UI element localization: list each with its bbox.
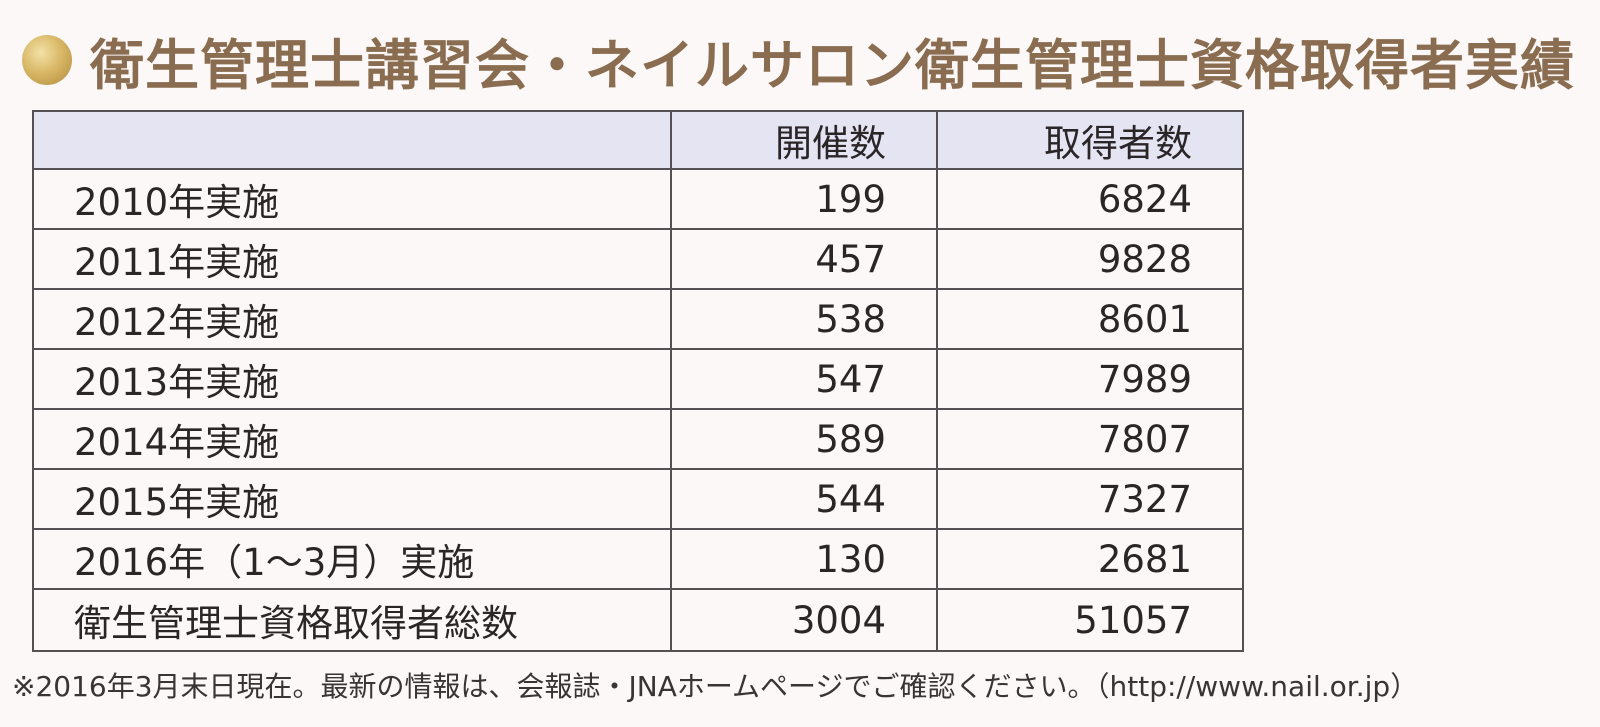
sessions-cell: 589 [670, 408, 938, 470]
total-sessions: 3004 [670, 588, 938, 652]
sessions-cell: 457 [670, 228, 938, 290]
row-label: 2011年実施 [32, 228, 672, 290]
sessions-cell: 538 [670, 288, 938, 350]
holders-cell: 7989 [936, 348, 1244, 410]
table-row: 2016年（1～3月）実施 130 2681 [32, 528, 1244, 590]
gold-circle-icon [22, 35, 72, 85]
holders-cell: 8601 [936, 288, 1244, 350]
row-label: 2012年実施 [32, 288, 672, 350]
table-row: 2013年実施 547 7989 [32, 348, 1244, 410]
row-label: 2013年実施 [32, 348, 672, 410]
holders-cell: 2681 [936, 528, 1244, 590]
total-holders: 51057 [936, 588, 1244, 652]
table-row: 2014年実施 589 7807 [32, 408, 1244, 470]
holders-cell: 9828 [936, 228, 1244, 290]
page-header: 衛生管理士講習会・ネイルサロン衛生管理士資格取得者実績 [22, 20, 1575, 100]
holders-cell: 7327 [936, 468, 1244, 530]
sessions-cell: 199 [670, 168, 938, 230]
holders-cell: 6824 [936, 168, 1244, 230]
row-label: 2016年（1～3月）実施 [32, 528, 672, 590]
page-title: 衛生管理士講習会・ネイルサロン衛生管理士資格取得者実績 [90, 33, 1575, 97]
sessions-cell: 547 [670, 348, 938, 410]
row-label: 2015年実施 [32, 468, 672, 530]
table-row: 2015年実施 544 7327 [32, 468, 1244, 530]
footnote: ※2016年3月末日現在。最新の情報は、会報誌・JNAホームページでご確認くださ… [12, 670, 1419, 703]
row-label: 2010年実施 [32, 168, 672, 230]
table-row: 2010年実施 199 6824 [32, 168, 1244, 230]
header-label-cell [32, 110, 672, 170]
row-label: 2014年実施 [32, 408, 672, 470]
sessions-cell: 544 [670, 468, 938, 530]
table-row: 2011年実施 457 9828 [32, 228, 1244, 290]
header-holders: 取得者数 [936, 110, 1244, 170]
header-sessions: 開催数 [670, 110, 938, 170]
total-row: 衛生管理士資格取得者総数 3004 51057 [32, 588, 1244, 652]
sessions-cell: 130 [670, 528, 938, 590]
total-label: 衛生管理士資格取得者総数 [32, 588, 672, 652]
results-table: 開催数 取得者数 2010年実施 199 6824 2011年実施 457 98… [32, 110, 1244, 652]
holders-cell: 7807 [936, 408, 1244, 470]
table-row: 2012年実施 538 8601 [32, 288, 1244, 350]
table-header-row: 開催数 取得者数 [32, 110, 1244, 170]
